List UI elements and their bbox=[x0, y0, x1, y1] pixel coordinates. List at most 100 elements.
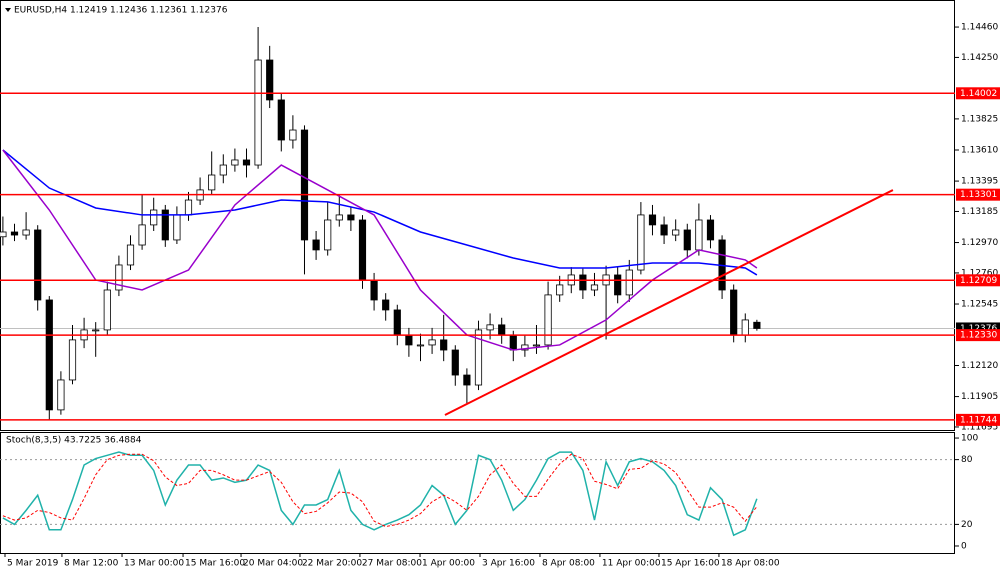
candle-body bbox=[208, 174, 216, 191]
candle-body bbox=[254, 59, 262, 166]
symbol-menu-icon[interactable] bbox=[5, 8, 11, 12]
y-tick-label: 80 bbox=[961, 455, 973, 465]
trend-line bbox=[444, 189, 894, 416]
candle-body bbox=[68, 339, 77, 381]
candle-body bbox=[115, 264, 123, 291]
series-line bbox=[2, 453, 758, 528]
candle-body bbox=[57, 379, 65, 411]
candle-body bbox=[312, 239, 320, 251]
candle-body bbox=[161, 209, 169, 241]
y-tick-label: 1.13825 bbox=[961, 114, 998, 124]
candle-body bbox=[300, 129, 309, 241]
y-tick-label: 1.13610 bbox=[961, 145, 998, 155]
main-panel-frame bbox=[0, 0, 955, 431]
last-price-label: 1.12376 bbox=[960, 324, 997, 334]
level-label: 1.11744 bbox=[960, 415, 997, 425]
candle-body bbox=[590, 284, 599, 291]
candle-body bbox=[683, 229, 691, 251]
y-tick-label: 1.11905 bbox=[961, 392, 998, 402]
candle-body bbox=[138, 224, 146, 246]
candle-body bbox=[648, 214, 657, 226]
candle-body bbox=[150, 209, 158, 226]
candle-body bbox=[753, 321, 761, 329]
candle-body bbox=[405, 334, 413, 346]
candle-body bbox=[219, 164, 227, 176]
candle-body bbox=[370, 279, 378, 301]
level-box bbox=[956, 87, 1000, 100]
level-box bbox=[956, 274, 1000, 287]
level-box bbox=[956, 188, 1000, 201]
candle-body bbox=[660, 224, 668, 236]
candle-body bbox=[463, 374, 471, 386]
x-tick-label: 8 Mar 12:00 bbox=[64, 559, 119, 569]
y-tick-label: 100 bbox=[961, 434, 978, 444]
candle-body bbox=[103, 289, 111, 331]
candle-body bbox=[498, 324, 506, 336]
stoch-title: Stoch(8,3,5) 43.7225 36.4884 bbox=[6, 436, 142, 446]
stoch-panel-frame bbox=[0, 432, 955, 554]
candle-body bbox=[92, 329, 100, 332]
candle-body bbox=[10, 231, 19, 236]
candle-body bbox=[358, 219, 367, 281]
candle-body bbox=[532, 344, 541, 347]
x-tick-label: 11 Apr 00:00 bbox=[602, 559, 661, 569]
candle-body bbox=[625, 269, 633, 296]
candle-body bbox=[324, 219, 332, 251]
chart-title: EURUSD,H4 1.12419 1.12436 1.12361 1.1237… bbox=[14, 6, 228, 16]
candle-body bbox=[126, 244, 135, 266]
y-tick-label: 1.12545 bbox=[961, 300, 998, 310]
candle-body bbox=[335, 214, 343, 221]
x-tick-label: 13 Mar 00:00 bbox=[124, 559, 184, 569]
candle-body bbox=[730, 289, 738, 336]
candle-body bbox=[474, 329, 483, 386]
candle-body bbox=[451, 349, 459, 376]
level-box bbox=[956, 413, 1000, 426]
y-tick-label: 1.12120 bbox=[961, 361, 998, 371]
candle-body bbox=[440, 339, 448, 351]
y-tick-label: 0 bbox=[961, 541, 967, 551]
candle-body bbox=[556, 284, 564, 296]
x-tick-label: 5 Mar 2019 bbox=[7, 559, 59, 569]
candle-body bbox=[173, 214, 181, 241]
y-tick-label: 1.13395 bbox=[961, 177, 998, 187]
candle-body bbox=[428, 339, 436, 346]
candle-body bbox=[34, 229, 42, 301]
x-tick-label: 15 Apr 16:00 bbox=[661, 559, 720, 569]
level-label: 1.13301 bbox=[960, 190, 997, 200]
y-tick-label: 1.14250 bbox=[961, 53, 998, 63]
x-tick-label: 22 Mar 20:00 bbox=[302, 559, 362, 569]
candle-body bbox=[579, 274, 587, 291]
level-box bbox=[956, 329, 1000, 342]
x-tick-label: 1 Apr 00:00 bbox=[422, 559, 475, 569]
x-tick-label: 27 Mar 08:00 bbox=[362, 559, 422, 569]
y-tick-label: 20 bbox=[961, 520, 973, 530]
series-line bbox=[2, 149, 758, 276]
y-tick-label: 1.12760 bbox=[961, 268, 998, 278]
candle-body bbox=[521, 344, 529, 351]
candle-body bbox=[393, 309, 401, 336]
candle-body bbox=[382, 299, 390, 311]
candle-body bbox=[242, 159, 251, 166]
candle-body bbox=[277, 99, 285, 141]
x-tick-label: 15 Mar 16:00 bbox=[185, 559, 245, 569]
candle-body bbox=[637, 214, 645, 271]
level-label: 1.12330 bbox=[960, 331, 997, 341]
y-tick-label: 1.11695 bbox=[961, 422, 998, 432]
candle-body bbox=[695, 219, 703, 251]
candle-body bbox=[416, 344, 425, 347]
candle-body bbox=[0, 231, 7, 238]
candle-body bbox=[347, 214, 355, 221]
series-line bbox=[2, 149, 758, 351]
candle-body bbox=[706, 219, 715, 241]
candle-body bbox=[544, 294, 552, 346]
x-tick-label: 20 Mar 04:00 bbox=[243, 559, 303, 569]
y-tick-label: 1.12970 bbox=[961, 238, 998, 248]
candle-body bbox=[184, 199, 193, 216]
x-tick-label: 8 Apr 08:00 bbox=[542, 559, 595, 569]
candle-body bbox=[614, 274, 622, 296]
y-tick-label: 1.13185 bbox=[961, 207, 998, 217]
candle-body bbox=[266, 59, 274, 101]
candle-body bbox=[45, 299, 53, 411]
